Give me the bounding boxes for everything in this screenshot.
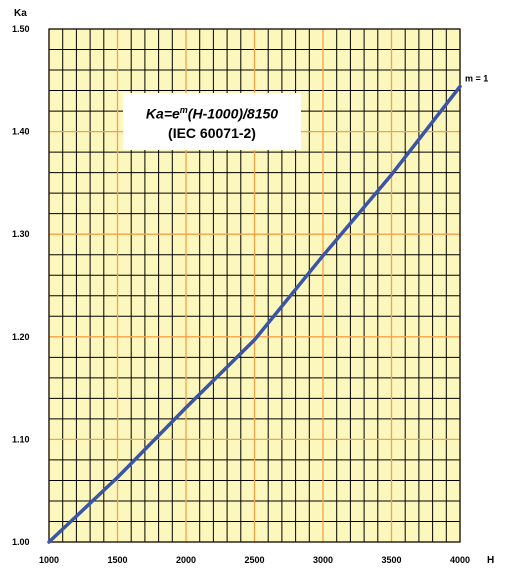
series-line-0 xyxy=(47,84,462,544)
plot-frame xyxy=(48,28,461,543)
y-tick-label: 1.30 xyxy=(12,229,30,239)
x-tick-label: 4000 xyxy=(450,555,470,565)
y-tick-labels: 1.00 1.10 1.20 1.30 1.40 1.50 xyxy=(12,24,30,547)
y-tick-label: 1.20 xyxy=(12,332,30,342)
formula-prefix: Ka=e xyxy=(145,105,180,122)
x-tick-label: 1000 xyxy=(39,555,59,565)
formula-box: Ka=em(H-1000)/8150 (IEC 60071-2) xyxy=(123,93,301,150)
formula-standard: (IEC 60071-2) xyxy=(168,125,256,142)
y-tick-label: 1.10 xyxy=(12,434,30,444)
x-tick-label: 2500 xyxy=(244,555,264,565)
y-tick-label: 1.50 xyxy=(12,24,30,34)
formula-text: Ka=em(H-1000)/8150 xyxy=(146,100,278,124)
x-axis-label: H xyxy=(487,555,494,566)
x-tick-label: 3000 xyxy=(313,555,333,565)
formula-suffix: (H-1000)/8150 xyxy=(187,105,279,122)
x-tick-label: 3500 xyxy=(381,555,401,565)
series-label: m = 1 xyxy=(465,73,488,83)
y-axis-label: Ka xyxy=(14,8,27,19)
series-lines: m = 1 xyxy=(47,73,488,544)
y-tick-label: 1.00 xyxy=(12,537,30,547)
y-tick-label: 1.40 xyxy=(12,127,30,137)
formula-exponent: m xyxy=(179,104,188,115)
x-tick-label: 1500 xyxy=(107,555,127,565)
x-tick-labels: 1000 1500 2000 2500 3000 3500 4000 xyxy=(39,555,470,565)
x-tick-label: 2000 xyxy=(176,555,196,565)
